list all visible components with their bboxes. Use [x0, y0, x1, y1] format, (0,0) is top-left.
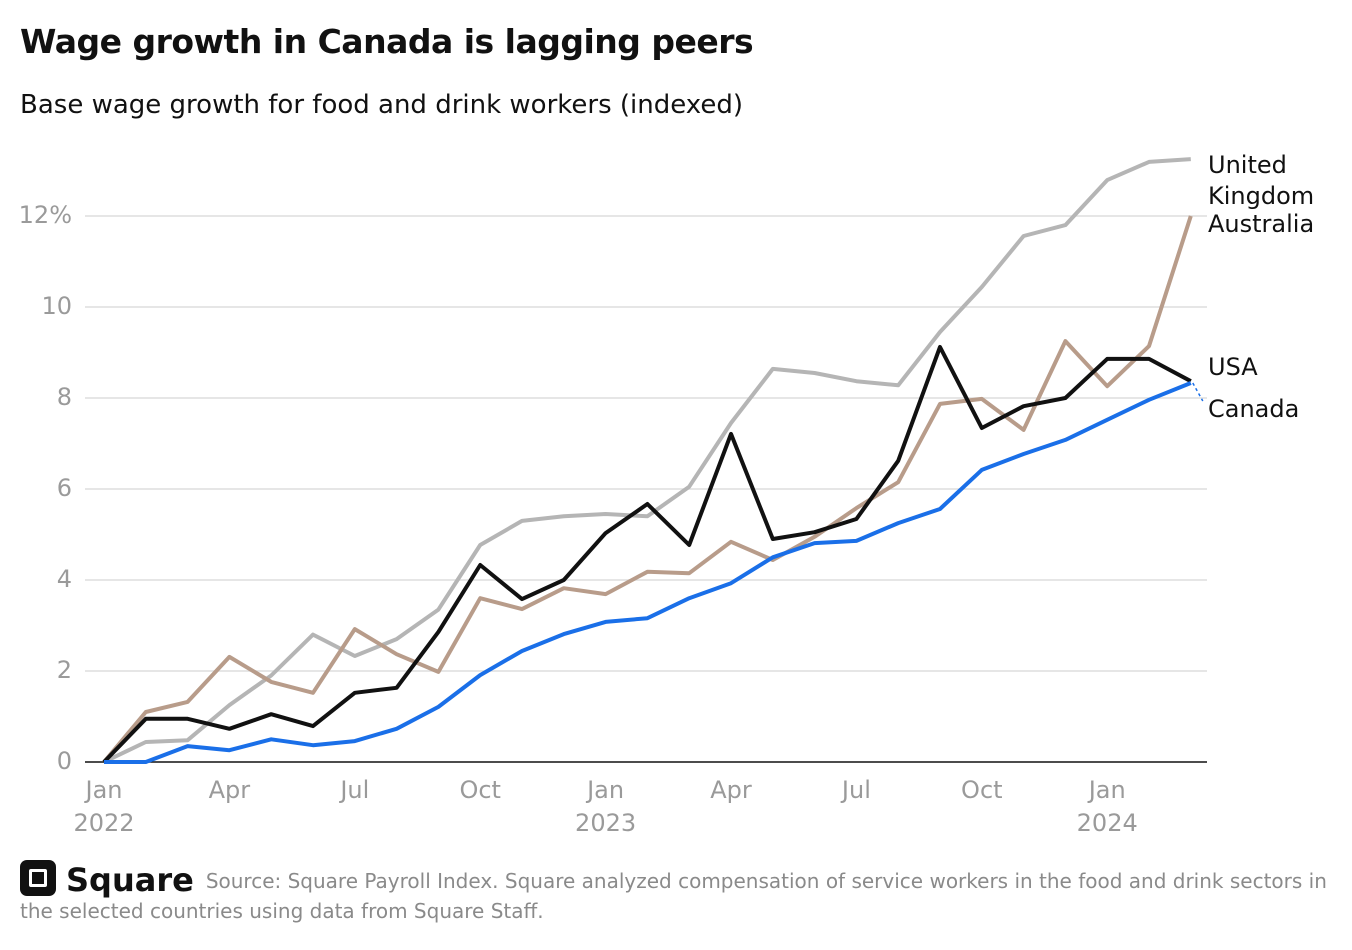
x-year-label: 2023: [575, 809, 636, 837]
footer: Square Source: Square Payroll Index. Squa…: [20, 860, 1330, 926]
series-line: [102, 345, 1192, 764]
logo: [20, 860, 56, 896]
x-tick-label: Oct: [961, 776, 1003, 804]
legend-label: Canada: [1208, 395, 1300, 423]
series-line: [102, 215, 1193, 764]
y-tick-label: 10: [41, 292, 72, 320]
y-tick-label: 8: [57, 383, 72, 411]
x-tick-label: Apr: [209, 776, 251, 804]
y-tick-label: 4: [57, 565, 72, 593]
x-tick-label: Jan: [84, 776, 123, 804]
chart-subtitle: Base wage growth for food and drink work…: [20, 90, 744, 120]
legend-label: United Kingdom: [1208, 151, 1315, 210]
x-tick-label: Jan: [1087, 776, 1126, 804]
x-tick-label: Oct: [459, 776, 501, 804]
source-note: Source: Square Payroll Index. Square ana…: [20, 869, 1327, 923]
x-tick-label: Apr: [710, 776, 752, 804]
legend-label: USA: [1208, 353, 1258, 381]
x-tick-label: Jul: [338, 776, 369, 804]
chart: 0 2 4 6 8 10 12% Jan 2022 Apr Jul Oct Jan 2023 Apr Jul O…: [19, 157, 1207, 837]
series-line: [103, 157, 1191, 764]
y-tick-label: 12%: [19, 201, 72, 229]
legend-label: Australia: [1208, 210, 1315, 238]
chart-title: Wage growth in Canada is lagging peers: [20, 22, 754, 61]
x-tick-label: Jul: [840, 776, 871, 804]
x-year-label: 2022: [73, 809, 134, 837]
y-tick-label: 6: [57, 474, 72, 502]
brand: Square: [66, 861, 194, 899]
y-tick-label: 2: [57, 656, 72, 684]
x-year-label: 2024: [1077, 809, 1138, 837]
series-line: [104, 381, 1192, 764]
x-tick-label: Jan: [585, 776, 624, 804]
y-tick-label: 0: [57, 747, 72, 775]
